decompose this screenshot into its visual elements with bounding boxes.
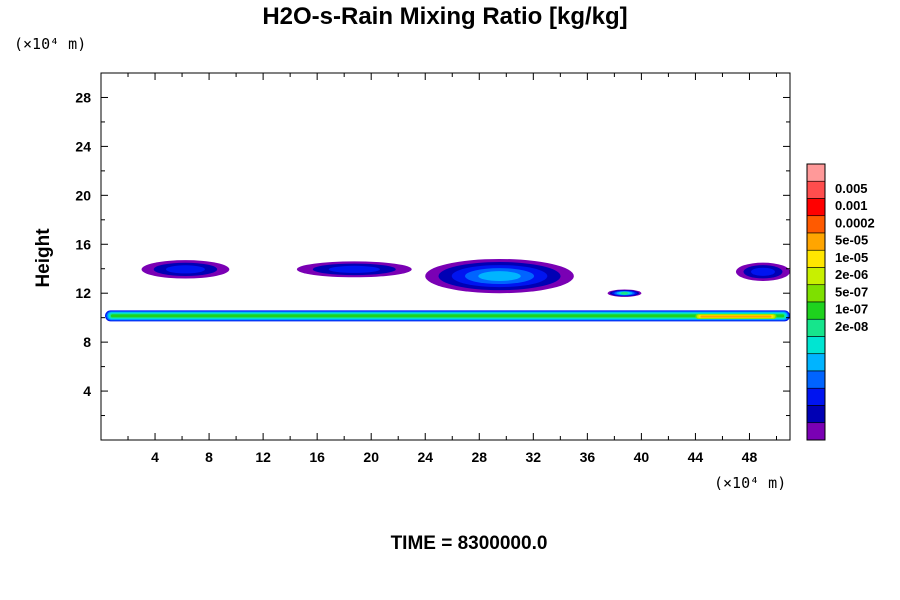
- contour-band-1-3: [700, 315, 772, 318]
- x-tick-label: 44: [688, 449, 704, 465]
- contour-cell-6-6: [620, 291, 629, 295]
- colorbar-swatch-12: [806, 370, 826, 389]
- x-tick-label: 20: [363, 449, 379, 465]
- colorbar-swatch-13: [806, 387, 826, 406]
- colorbar-label: 1e-07: [835, 302, 868, 317]
- colorbar-swatch-10: [806, 336, 826, 355]
- colorbar-swatch-2: [806, 198, 826, 217]
- x-tick-label: 40: [634, 449, 650, 465]
- colorbar-swatch-4: [806, 232, 826, 251]
- y-tick-label: 24: [75, 138, 91, 154]
- colorbar: 0.005 0.001 0.0002 5e-05 1e-05 2e-06 5e-07 1e-0…: [806, 163, 875, 441]
- chart-title: H2O-s-Rain Mixing Ratio [kg/kg]: [262, 3, 627, 30]
- colorbar-label: 0.005: [835, 181, 868, 196]
- contour-cell-4-4: [478, 271, 521, 281]
- time-label: TIME = 8300000.0: [391, 533, 548, 554]
- colorbar-label: 2e-06: [835, 267, 868, 282]
- colorbar-swatch-8: [806, 301, 826, 320]
- contour-cell-5-2: [750, 267, 775, 276]
- x-tick-label: 48: [742, 449, 758, 465]
- x-tick-label: 16: [309, 449, 325, 465]
- x-tick-label: 4: [151, 449, 159, 465]
- colorbar-swatch-5: [806, 249, 826, 268]
- contour-band-0-5: [110, 314, 785, 318]
- x-tick-label: 24: [417, 449, 433, 465]
- colorbar-swatch-9: [806, 318, 826, 337]
- plot-frame: [100, 72, 791, 441]
- y-tick-label: 4: [83, 383, 91, 399]
- colorbar-swatch-0: [806, 163, 826, 182]
- colorbar-swatch-6: [806, 267, 826, 286]
- colorbar-label: 0.0002: [835, 215, 875, 230]
- y-axis-unit: (×10⁴ m): [14, 35, 86, 53]
- colorbar-swatch-11: [806, 353, 826, 372]
- colorbar-label: 2e-08: [835, 319, 868, 334]
- x-tick-label: 32: [526, 449, 542, 465]
- x-tick-label: 28: [471, 449, 487, 465]
- y-tick-label: 28: [75, 89, 91, 105]
- x-axis-unit: (×10⁴ m): [714, 474, 786, 492]
- colorbar-swatch-7: [806, 284, 826, 303]
- y-tick-label: 20: [75, 187, 91, 203]
- colorbar-label: 1e-05: [835, 250, 868, 265]
- x-tick-label: 36: [580, 449, 596, 465]
- x-tick-label: 12: [255, 449, 271, 465]
- y-tick-label: 12: [75, 285, 91, 301]
- y-axis-label: Height: [33, 228, 54, 288]
- colorbar-frame: [806, 163, 826, 441]
- colorbar-swatch-3: [806, 215, 826, 234]
- colorbar-swatch-1: [806, 180, 826, 199]
- y-tick-label: 16: [75, 236, 91, 252]
- colorbar-label: 0.001: [835, 198, 868, 213]
- y-tick-label: 8: [83, 334, 91, 350]
- colorbar-swatch-15: [806, 422, 826, 441]
- contour-cell-3-2: [328, 265, 380, 273]
- x-tick-label: 8: [205, 449, 213, 465]
- colorbar-label: 5e-07: [835, 284, 868, 299]
- colorbar-label: 5e-05: [835, 233, 868, 248]
- colorbar-swatch-14: [806, 405, 826, 424]
- contour-cell-2-2: [165, 265, 205, 274]
